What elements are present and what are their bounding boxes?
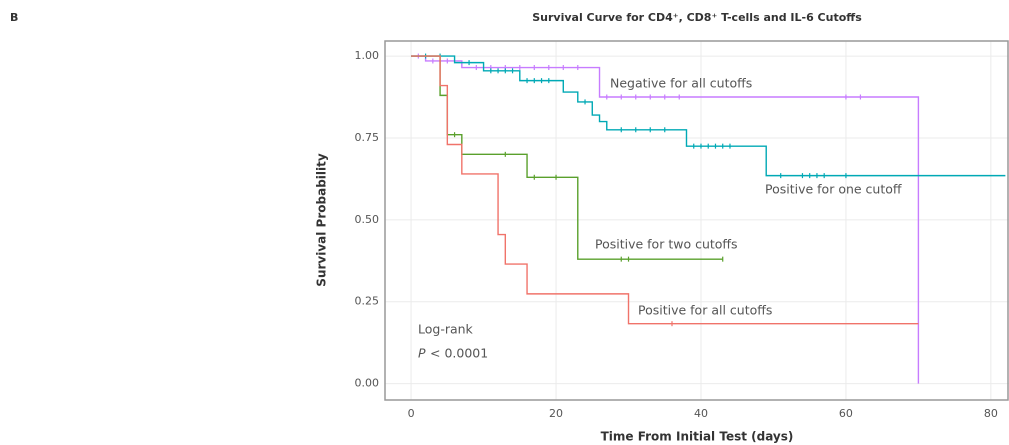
y-axis-title: Survival Probability — [315, 153, 329, 287]
panel-label: B — [10, 11, 18, 24]
y-tick-label: 1.00 — [355, 49, 380, 62]
y-tick-label: 0.00 — [355, 377, 380, 390]
chart-title: Survival Curve for CD4⁺, CD8⁺ T-cells an… — [532, 11, 862, 24]
series-label: Positive for two cutoffs — [595, 237, 738, 252]
series-label: Negative for all cutoffs — [610, 76, 752, 91]
x-tick-label: 60 — [839, 407, 853, 420]
x-axis-title: Time From Initial Test (days) — [601, 430, 794, 444]
x-tick-label: 0 — [408, 407, 415, 420]
plot-background — [385, 41, 1009, 400]
y-tick-label: 0.25 — [355, 295, 380, 308]
x-tick-label: 40 — [694, 407, 708, 420]
plot-border — [384, 40, 1009, 401]
series-label: Positive for one cutoff — [765, 182, 902, 197]
p-symbol: P — [418, 346, 426, 361]
x-tick-label: 20 — [549, 407, 563, 420]
series-label: Positive for all cutoffs — [638, 303, 772, 318]
y-tick-label: 0.75 — [355, 131, 380, 144]
p-value: < 0.0001 — [430, 346, 488, 361]
y-tick-label: 0.50 — [355, 213, 380, 226]
x-tick-label: 80 — [984, 407, 998, 420]
test-label: Log-rank — [418, 322, 474, 337]
survival-curve — [411, 55, 919, 325]
